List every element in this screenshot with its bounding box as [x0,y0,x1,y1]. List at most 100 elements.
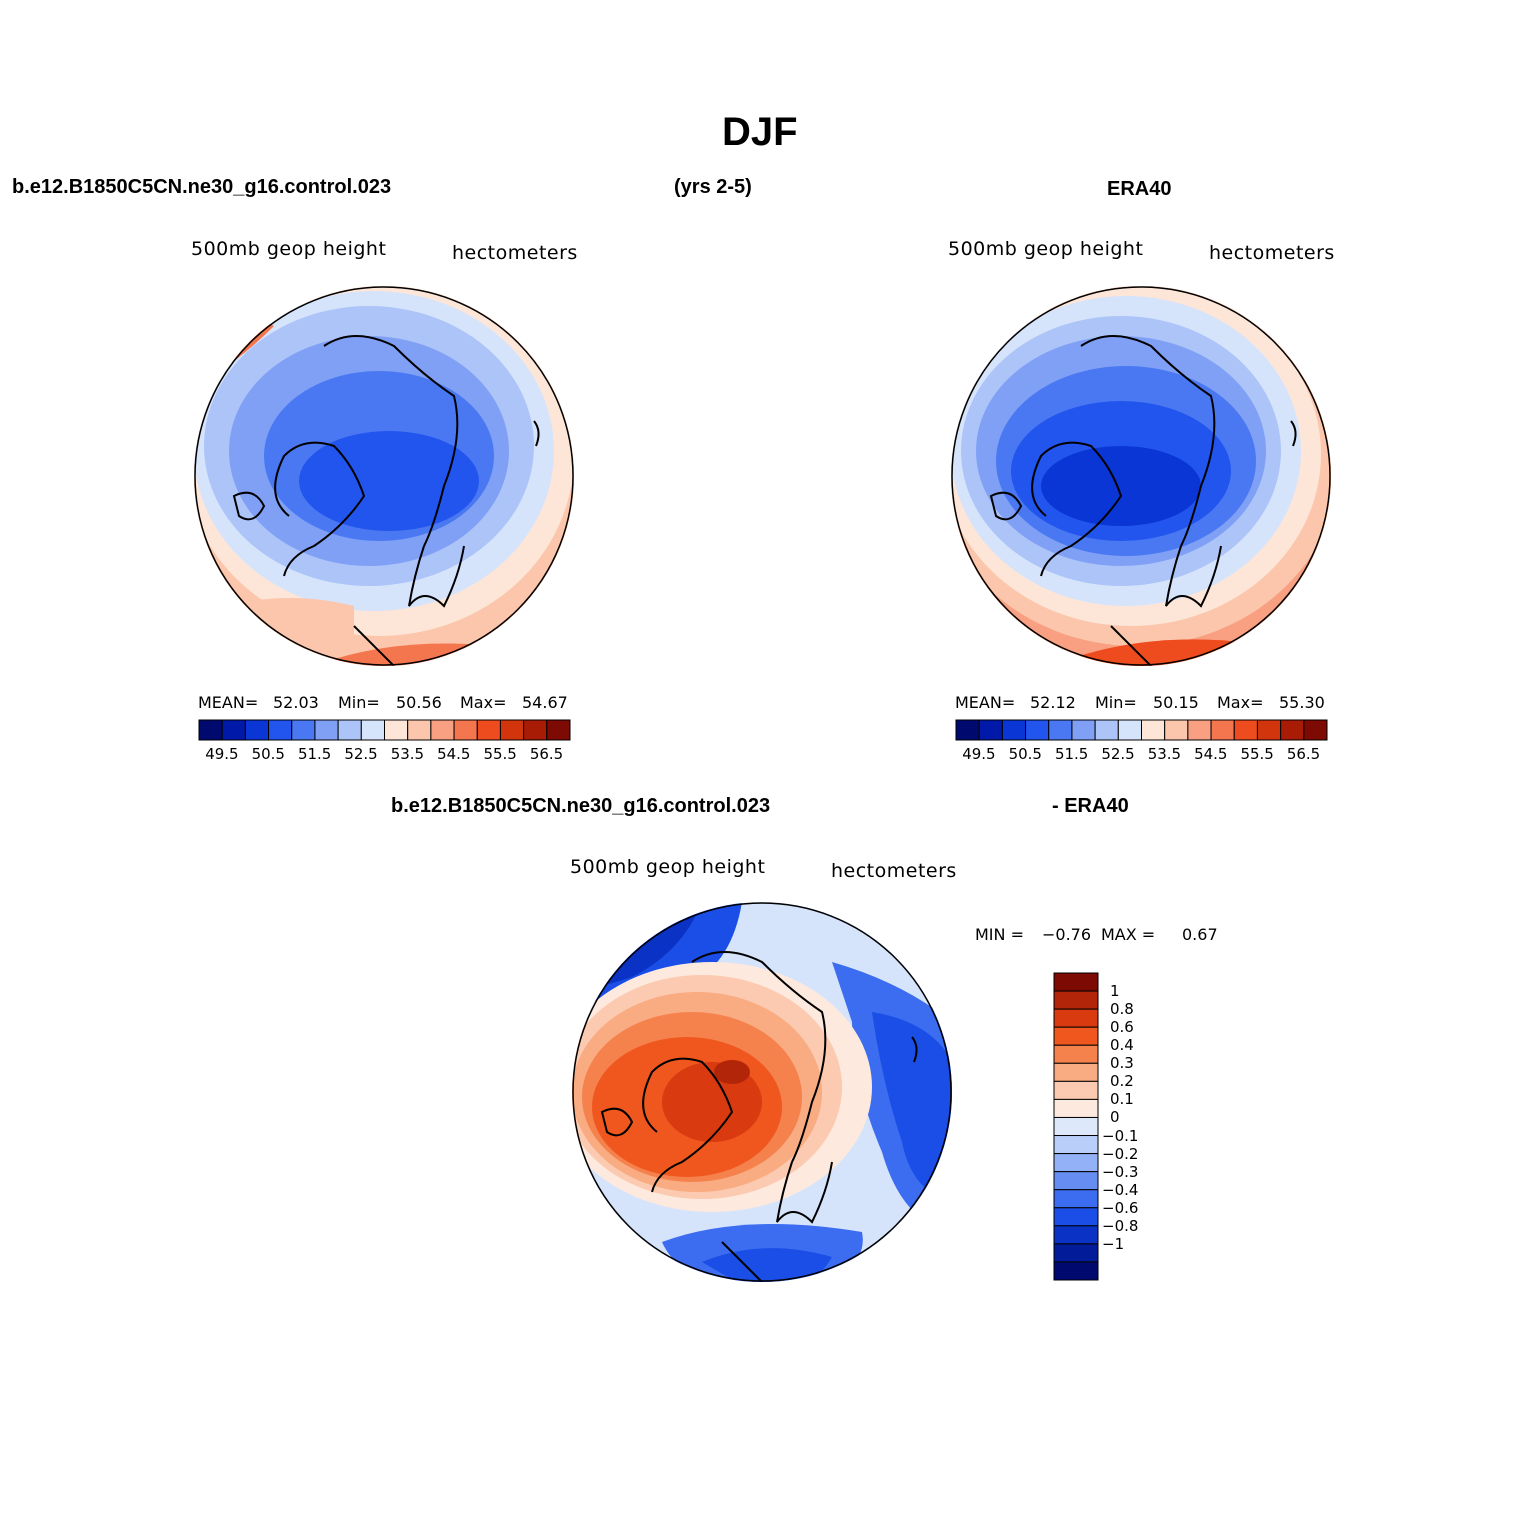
colorbar-swatch [1053,1008,1099,1028]
colorbar-tick-label: 55.5 [483,745,517,763]
obs-mean-value: 52.12 [1030,693,1076,712]
colorbar-tick-label: 50.5 [1008,745,1042,763]
coastlines [600,951,918,1282]
page-title: DJF [722,110,798,154]
model-colorbar [198,719,571,741]
colorbar-tick-label: −0.4 [1102,1180,1139,1199]
coastlines [989,335,1297,666]
colorbar-swatch [198,719,223,741]
coastlines [232,335,540,666]
colorbar-swatch [407,719,432,741]
obs-colorbar [955,719,1328,741]
colorbar-swatch [1053,1080,1099,1100]
colorbar-swatch [1053,1171,1099,1191]
model-max-value: 54.67 [522,693,568,712]
model-min-label: Min= [338,693,380,712]
obs-polar-map [951,286,1331,666]
model-min-value: 50.56 [396,693,442,712]
colorbar-tick-label: 0.2 [1110,1072,1134,1091]
colorbar-tick-label: 54.5 [437,745,471,763]
colorbar-swatch [1256,719,1282,741]
colorbar-tick-label: 50.5 [251,745,285,763]
diff-title-right: - ERA40 [1052,795,1129,817]
colorbar-swatch [1025,719,1050,741]
colorbar-tick-label: −1 [1102,1234,1125,1253]
colorbar-swatch [1053,1261,1099,1281]
model-polar-map [194,286,574,666]
years-header: (yrs 2-5) [674,176,752,198]
colorbar-swatch [1001,719,1027,741]
colorbar-swatch [1053,1026,1099,1046]
model-units-label: hectometers [452,242,578,264]
diff-min-value: −0.76 [1042,925,1092,944]
obs-max-value: 55.30 [1279,693,1325,712]
colorbar-tick-label: 1 [1110,982,1120,1001]
model-variable-label: 500mb geop height [191,238,387,260]
colorbar-swatch [1053,1062,1099,1082]
obs-min-label: Min= [1095,693,1137,712]
diff-title-left: b.e12.B1850C5CN.ne30_g16.control.023 [391,795,771,817]
colorbar-swatch [546,719,571,741]
colorbar-swatch [1053,1225,1099,1245]
colorbar-swatch [499,719,525,741]
colorbar-swatch [476,719,501,741]
colorbar-tick-label: 53.5 [390,745,425,763]
colorbar-swatch [1303,719,1328,741]
colorbar-tick-label: 0.1 [1110,1090,1134,1109]
contour-band [872,1012,952,1202]
diff-polar-map [572,902,952,1282]
colorbar-swatch [1053,1116,1099,1137]
colorbar-swatch [1187,719,1212,741]
colorbar-swatch [1164,719,1189,741]
colorbar-tick-label: 52.5 [344,745,378,763]
colorbar-swatch [1053,972,1099,992]
colorbar-swatch [1210,719,1235,741]
diff-units-label: hectometers [831,860,957,882]
colorbar-swatch [1053,1098,1099,1118]
colorbar-tick-label: 0.3 [1110,1054,1134,1073]
colorbar-tick-label: 54.5 [1194,745,1228,763]
colorbar-tick-label: −0.8 [1102,1216,1139,1235]
colorbar-swatch [1053,990,1099,1010]
colorbar-swatch [1053,1044,1099,1064]
obs-name-header: ERA40 [1107,178,1172,200]
colorbar-swatch [1071,719,1096,741]
colorbar-swatch [430,719,455,741]
colorbar-tick-label: 51.5 [1054,745,1089,763]
obs-mean-label: MEAN= [955,693,1016,712]
colorbar-swatch [1233,719,1258,741]
colorbar-swatch [453,719,478,741]
model-mean-label: MEAN= [198,693,259,712]
colorbar-tick-label: −0.6 [1102,1198,1139,1217]
colorbar-swatch [1141,719,1166,741]
colorbar-swatch [1048,719,1073,741]
colorbar-swatch [1280,719,1305,741]
diff-max-label: MAX = [1101,925,1156,944]
colorbar-swatch [1053,1135,1099,1155]
colorbar-swatch [1053,1153,1099,1173]
colorbar-tick-label: 55.5 [1240,745,1274,763]
colorbar-tick-label: −0.1 [1102,1126,1139,1145]
colorbar-swatch [291,719,316,741]
contour-band [194,598,354,666]
contour-band [702,1248,832,1282]
model-max-label: Max= [460,693,507,712]
colorbar-tick-label: 51.5 [297,745,332,763]
diff-variable-label: 500mb geop height [570,856,766,878]
contour-band [714,1060,750,1084]
colorbar-tick-label: −0.3 [1102,1162,1139,1181]
colorbar-swatch [384,719,409,741]
colorbar-tick-label: 0 [1110,1108,1120,1127]
obs-min-value: 50.15 [1153,693,1199,712]
colorbar-swatch [978,719,1003,741]
colorbar-swatch [1094,719,1119,741]
contour-band [299,431,479,531]
colorbar-tick-label: 0.4 [1110,1036,1134,1055]
case-name-header: b.e12.B1850C5CN.ne30_g16.control.023 [12,176,392,198]
colorbar-tick-label: 0.8 [1110,1000,1134,1019]
colorbar-swatch [337,719,362,741]
colorbar-swatch [360,719,385,741]
colorbar-tick-label: 49.5 [205,745,239,763]
colorbar-swatch [221,719,246,741]
contour-band [1041,446,1201,526]
